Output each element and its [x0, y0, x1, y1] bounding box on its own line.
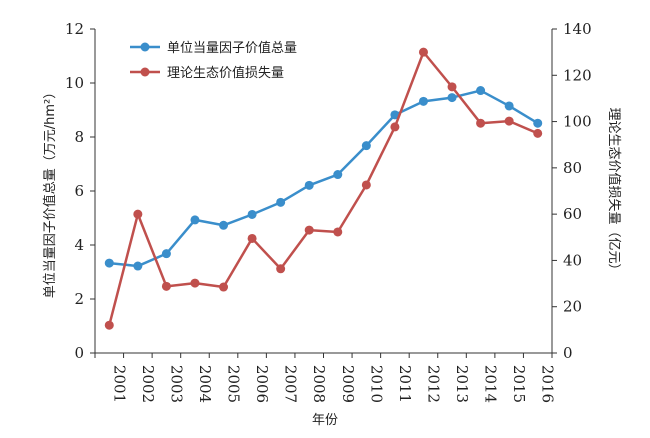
x-tick-label: 2006: [253, 365, 271, 403]
left-y-tick-label: 6: [74, 182, 84, 200]
series-2-point: [476, 118, 486, 128]
x-tick-label: 2012: [424, 365, 442, 403]
right-y-tick-label: 80: [563, 159, 582, 177]
series-1-point: [133, 261, 143, 271]
series-1-point: [447, 93, 457, 103]
right-y-tick-label: 0: [563, 344, 573, 362]
x-tick-label: 2002: [139, 365, 157, 403]
x-tick-label: 2003: [167, 365, 185, 403]
x-tick-label: 2004: [196, 365, 214, 403]
series-2-point: [361, 180, 371, 190]
series-2-point: [333, 227, 343, 237]
series-1-point: [190, 215, 200, 225]
series-1-point: [504, 101, 514, 111]
series-2-point: [219, 282, 229, 292]
series-1-point: [276, 197, 286, 207]
series-layer: [104, 47, 543, 330]
left-y-tick-label: 12: [65, 20, 84, 38]
series-2-line: [108, 50, 539, 326]
left-y-axis-label: 单位当量因子价值总量（万元/hm²）: [42, 86, 58, 299]
series-2-point: [190, 278, 200, 288]
left-y-tick-label: 0: [74, 344, 84, 362]
x-tick-label: 2013: [453, 365, 471, 403]
axes: [90, 28, 557, 358]
right-y-axis-label: 理论生态价值损失量（亿元）: [606, 107, 622, 276]
x-tick-label: 2014: [482, 365, 500, 403]
right-y-tick-label: 120: [563, 66, 592, 84]
x-tick-labels: 2001 2002 2003 2004 2005 2006 2007 2008 2009 2010…: [110, 365, 556, 403]
right-y-tick-label: 20: [563, 298, 582, 316]
x-tick-label: 2011: [396, 365, 414, 403]
series-1-point: [361, 141, 371, 151]
series-2-point: [276, 264, 286, 274]
series-1-point: [476, 86, 486, 96]
left-y-tick-label: 10: [65, 74, 84, 92]
series-2-point: [104, 320, 114, 330]
x-tick-label: 2007: [282, 365, 300, 403]
series-1-point: [304, 180, 314, 190]
series-1-line: [109, 89, 539, 268]
series-1-point: [104, 258, 114, 268]
right-y-tick-labels: 0 20 40 60 80 100 120 140: [563, 20, 592, 362]
left-y-tick-label: 4: [74, 236, 84, 254]
series-1-point: [333, 170, 343, 180]
left-y-tick-label: 2: [74, 290, 84, 308]
series-2-point: [133, 209, 143, 219]
x-tick-label: 2001: [110, 365, 128, 403]
right-y-tick-label: 140: [563, 20, 592, 38]
series-2-point: [533, 128, 543, 138]
series-1-point: [247, 209, 257, 219]
series-1-point: [219, 220, 229, 230]
x-tick-label: 2005: [225, 365, 243, 403]
right-y-tick-label: 100: [563, 113, 592, 131]
x-tick-label: 2015: [510, 365, 528, 403]
series-1-point: [390, 110, 400, 120]
right-y-tick-label: 40: [563, 251, 582, 269]
x-tick-label: 2009: [339, 365, 357, 403]
legend-marker-series-1: [140, 42, 150, 52]
series-2-point: [504, 116, 514, 126]
x-tick-label: 2010: [367, 365, 385, 403]
legend-label-series-2: 理论生态价值损失量: [167, 65, 284, 81]
legend-marker-series-2: [140, 67, 150, 77]
right-y-tick-label: 60: [563, 205, 582, 223]
series-1-point: [161, 249, 171, 259]
series-2-point: [247, 233, 257, 243]
series-2-point: [447, 82, 457, 92]
series-1-point: [533, 118, 543, 128]
series-2-point: [304, 225, 314, 235]
x-tick-label: 2016: [539, 365, 557, 403]
legend-label-series-1: 单位当量因子价值总量: [167, 40, 297, 56]
series-1-point: [418, 96, 428, 106]
left-y-tick-labels: 0 2 4 6 8 10 12: [65, 20, 84, 362]
x-axis-label: 年份: [312, 413, 338, 428]
x-tick-label: 2008: [310, 365, 328, 403]
left-y-tick-label: 8: [74, 128, 84, 146]
series-2-point: [418, 47, 428, 57]
series-2-point: [161, 281, 171, 291]
legend: 单位当量因子价值总量 理论生态价值损失量: [130, 40, 297, 81]
series-2-point: [390, 122, 400, 132]
